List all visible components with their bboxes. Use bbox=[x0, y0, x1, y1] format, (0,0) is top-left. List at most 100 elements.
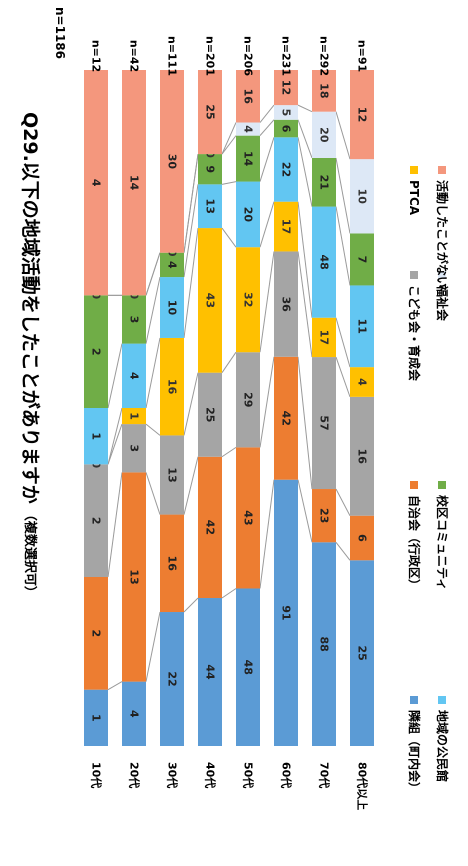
data-label: 0 bbox=[128, 292, 141, 300]
legend-label: 校区コミュニティ bbox=[435, 495, 450, 590]
series-connector-line bbox=[107, 681, 123, 691]
data-label: 3 bbox=[128, 444, 141, 452]
data-label: 10 bbox=[356, 189, 369, 205]
data-label: 21 bbox=[318, 175, 331, 190]
series-connector-line bbox=[183, 154, 199, 253]
bar-segment bbox=[198, 228, 222, 373]
data-label: 16 bbox=[242, 89, 255, 105]
bar-segment bbox=[350, 233, 374, 286]
data-label: 17 bbox=[280, 219, 293, 234]
data-label: 30 bbox=[166, 154, 179, 170]
series-connector-line bbox=[145, 423, 161, 436]
data-label: 25 bbox=[356, 645, 369, 660]
bar-segment bbox=[274, 119, 298, 138]
legend-swatch bbox=[410, 696, 418, 704]
data-label: 44 bbox=[204, 664, 217, 680]
sample-size-label: n=231 bbox=[280, 36, 293, 76]
data-label: 13 bbox=[204, 199, 217, 214]
bar-segment bbox=[84, 689, 108, 746]
sample-size-label: n=91 bbox=[356, 40, 369, 72]
series-connector-line bbox=[221, 446, 237, 458]
series-connector-line bbox=[145, 276, 161, 344]
bar-segment bbox=[236, 247, 260, 353]
chart-title: Q29.以下の地域活動をしたことがありますか （複数選択可） bbox=[19, 112, 42, 599]
bar-segment bbox=[84, 408, 108, 465]
bar-segment bbox=[160, 70, 184, 253]
legend-swatch bbox=[410, 166, 418, 174]
series-connector-line bbox=[259, 201, 275, 248]
data-label: 4 bbox=[166, 261, 179, 269]
sample-size-label: n=292 bbox=[318, 36, 331, 76]
legend-label: 福祉会 bbox=[435, 284, 450, 322]
data-label: 36 bbox=[280, 296, 293, 312]
series-connector-line bbox=[259, 356, 275, 448]
bar-segment bbox=[312, 542, 336, 746]
total-sample-label: n=1186 bbox=[53, 7, 67, 59]
data-label: 16 bbox=[356, 449, 369, 465]
bar-segment bbox=[350, 560, 374, 746]
data-label: 12 bbox=[356, 107, 369, 122]
bar-segment bbox=[84, 295, 108, 408]
data-label: 1 bbox=[90, 432, 103, 440]
series-connector-line bbox=[183, 597, 199, 613]
legend-swatch bbox=[438, 481, 446, 489]
category-label: 50代 bbox=[242, 762, 256, 788]
bar-segment bbox=[312, 489, 336, 543]
bar-segment bbox=[312, 111, 336, 158]
series-connector-line bbox=[335, 111, 351, 160]
data-label: 23 bbox=[318, 508, 331, 523]
bar-segment bbox=[84, 577, 108, 690]
series-connector-line bbox=[335, 356, 351, 398]
bar-segment bbox=[198, 598, 222, 746]
series-connector-line bbox=[335, 157, 351, 234]
data-label: 0 bbox=[204, 150, 217, 158]
bar-segment bbox=[160, 337, 184, 436]
series-connector-line bbox=[297, 356, 313, 490]
bar-segment bbox=[198, 70, 222, 155]
data-label: 43 bbox=[204, 293, 217, 308]
series-connector-line bbox=[221, 227, 237, 248]
bar-segment bbox=[160, 612, 184, 746]
series-connector-line bbox=[107, 423, 123, 465]
data-label: 14 bbox=[242, 151, 255, 167]
bar-segment bbox=[198, 154, 222, 185]
bar-segment bbox=[350, 285, 374, 368]
data-label: 13 bbox=[128, 569, 141, 584]
data-label: 25 bbox=[204, 407, 217, 422]
category-label: 10代 bbox=[90, 762, 104, 788]
chart-subtitle: （複数選択可） bbox=[23, 508, 39, 599]
bar-segment bbox=[122, 472, 146, 682]
data-label: 1 bbox=[128, 412, 141, 420]
bar-segment bbox=[274, 137, 298, 202]
data-label: 25 bbox=[204, 104, 217, 119]
data-label: 42 bbox=[204, 520, 217, 535]
data-label: 32 bbox=[242, 292, 255, 307]
bar-segment bbox=[198, 372, 222, 457]
series-connector-line bbox=[221, 351, 237, 373]
series-connector-line bbox=[335, 206, 351, 286]
data-label: 4 bbox=[128, 710, 141, 718]
bar-segment bbox=[160, 252, 184, 278]
legend-swatch bbox=[438, 166, 446, 174]
category-label: 40代 bbox=[204, 762, 218, 788]
bar-segment bbox=[274, 70, 298, 106]
legend-swatch bbox=[410, 271, 418, 279]
data-label: 91 bbox=[280, 605, 293, 620]
data-label: 2 bbox=[90, 348, 103, 356]
bar-segment bbox=[122, 408, 146, 425]
bar-segment bbox=[122, 70, 146, 296]
data-label: 48 bbox=[318, 254, 331, 269]
data-label: 12 bbox=[280, 80, 293, 95]
bar-segment bbox=[350, 70, 374, 160]
series-connector-line bbox=[221, 588, 237, 599]
bar-segment bbox=[312, 317, 336, 358]
series-connector-line bbox=[221, 122, 237, 155]
series-connector-line bbox=[183, 228, 199, 339]
series-connector-line bbox=[335, 488, 351, 516]
series-connector-line bbox=[145, 337, 161, 409]
data-label: 1 bbox=[90, 714, 103, 722]
data-label: 88 bbox=[318, 636, 331, 651]
series-connector-line bbox=[259, 137, 275, 182]
